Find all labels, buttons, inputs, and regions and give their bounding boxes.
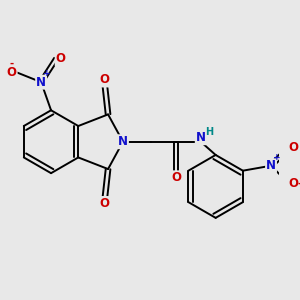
Text: N: N — [118, 135, 128, 148]
Text: N: N — [196, 131, 206, 144]
Text: O: O — [100, 74, 110, 86]
Text: +: + — [272, 153, 280, 162]
Text: N: N — [266, 159, 276, 172]
Text: N: N — [36, 76, 46, 88]
Text: O: O — [100, 197, 110, 210]
Text: O: O — [289, 177, 299, 190]
Text: H: H — [205, 128, 213, 137]
Text: O: O — [289, 141, 299, 154]
Text: +: + — [43, 69, 50, 78]
Text: O: O — [171, 171, 181, 184]
Text: O: O — [56, 52, 66, 65]
Text: O: O — [7, 66, 17, 79]
Text: -: - — [298, 179, 300, 189]
Text: -: - — [10, 58, 14, 69]
